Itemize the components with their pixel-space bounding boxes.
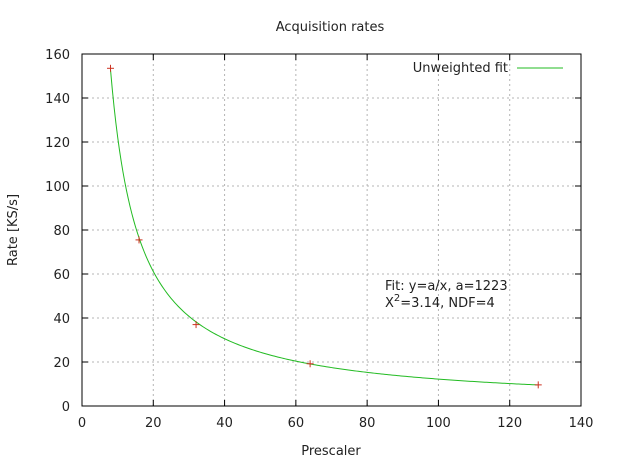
fit-annotation: Fit: y=a/x, a=1223 X2=3.14, NDF=4 — [385, 279, 508, 311]
legend: Unweighted fit — [413, 61, 563, 76]
annotation-line-2-rest: =3.14, NDF=4 — [400, 296, 494, 311]
fit-layer — [110, 69, 539, 386]
x-tick-label: 140 — [569, 416, 594, 431]
x-axis-label: Prescaler — [301, 444, 361, 459]
data-point — [534, 381, 542, 389]
chi-exponent: 2 — [394, 293, 400, 304]
fit-curve — [110, 69, 539, 386]
y-axis-label: Rate [KS/s] — [6, 194, 21, 266]
y-tick-label: 160 — [45, 48, 70, 63]
grid-lines — [82, 54, 581, 406]
data-point — [135, 236, 143, 244]
y-tick-label: 20 — [53, 356, 70, 371]
chi-symbol: X — [385, 296, 394, 311]
y-tick-label: 140 — [45, 92, 70, 107]
x-tick-label: 40 — [216, 416, 233, 431]
data-point — [192, 321, 200, 329]
data-points — [107, 64, 542, 389]
x-tick-label: 0 — [78, 416, 86, 431]
y-tick-label: 80 — [53, 224, 70, 239]
x-tick-label: 80 — [359, 416, 376, 431]
y-tick-label: 0 — [62, 400, 70, 415]
annotation-line-1: Fit: y=a/x, a=1223 — [385, 279, 508, 294]
axis-ticks: 0 20 40 60 80 100 120 140 0 20 40 60 80 100 120 140 160 — [45, 48, 593, 431]
x-tick-label: 60 — [288, 416, 305, 431]
plot-frame — [81, 53, 582, 407]
chart-title: Acquisition rates — [276, 20, 385, 35]
data-point — [306, 360, 314, 368]
data-point — [107, 64, 115, 72]
y-tick-label: 100 — [45, 180, 70, 195]
x-tick-label: 20 — [145, 416, 162, 431]
legend-label: Unweighted fit — [413, 61, 508, 76]
annotation-line-2: X2=3.14, NDF=4 — [385, 293, 495, 311]
x-tick-label: 100 — [426, 416, 451, 431]
x-tick-label: 120 — [497, 416, 522, 431]
y-tick-label: 40 — [53, 312, 70, 327]
y-tick-label: 60 — [53, 268, 70, 283]
y-tick-label: 120 — [45, 136, 70, 151]
